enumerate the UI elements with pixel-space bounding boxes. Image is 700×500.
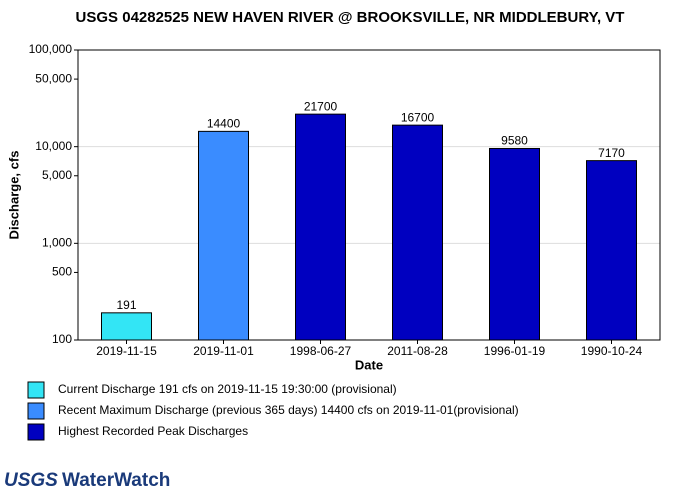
value-label: 16700 <box>401 110 435 124</box>
value-label: 7170 <box>598 146 625 160</box>
y-tick-label: 1,000 <box>42 236 72 250</box>
y-tick-label: 10,000 <box>35 139 72 153</box>
x-tick-label: 2019-11-15 <box>96 344 157 358</box>
y-tick-label: 100,000 <box>29 42 73 56</box>
y-tick-label: 5,000 <box>42 168 72 182</box>
legend-swatch <box>27 381 45 399</box>
bar <box>295 113 346 341</box>
value-label: 9580 <box>501 134 528 148</box>
bar <box>198 130 249 341</box>
chart-title: USGS 04282525 NEW HAVEN RIVER @ BROOKSVI… <box>76 9 625 26</box>
legend-label: Recent Maximum Discharge (previous 365 d… <box>58 403 519 417</box>
logo-product: WaterWatch <box>62 470 170 491</box>
value-label: 191 <box>116 298 136 312</box>
bar <box>489 147 540 341</box>
value-label: 14400 <box>207 117 241 131</box>
x-tick-label: 2011-08-28 <box>387 344 448 358</box>
legend-swatch <box>27 423 45 441</box>
x-tick-label: 1996-01-19 <box>484 344 546 358</box>
x-axis-label: Date <box>355 357 383 372</box>
bar <box>586 160 637 341</box>
plot-frame <box>77 49 661 341</box>
logo: USGS WaterWatch <box>4 470 170 491</box>
x-tick-label: 1990-10-24 <box>581 344 643 358</box>
legend-swatch <box>27 402 45 420</box>
legend-label: Current Discharge 191 cfs on 2019-11-15 … <box>58 382 397 396</box>
bar <box>392 124 443 341</box>
logo-agency: USGS <box>4 470 58 491</box>
x-tick-label: 2019-11-01 <box>193 344 254 358</box>
y-tick-label: 50,000 <box>35 71 72 85</box>
bar <box>101 312 152 341</box>
y-tick-label: 100 <box>52 332 72 346</box>
y-axis-label: Discharge, cfs <box>6 151 21 240</box>
y-tick-label: 500 <box>52 265 72 279</box>
value-label: 21700 <box>304 99 338 113</box>
x-tick-label: 1998-06-27 <box>290 344 352 358</box>
legend-label: Highest Recorded Peak Discharges <box>58 424 248 438</box>
